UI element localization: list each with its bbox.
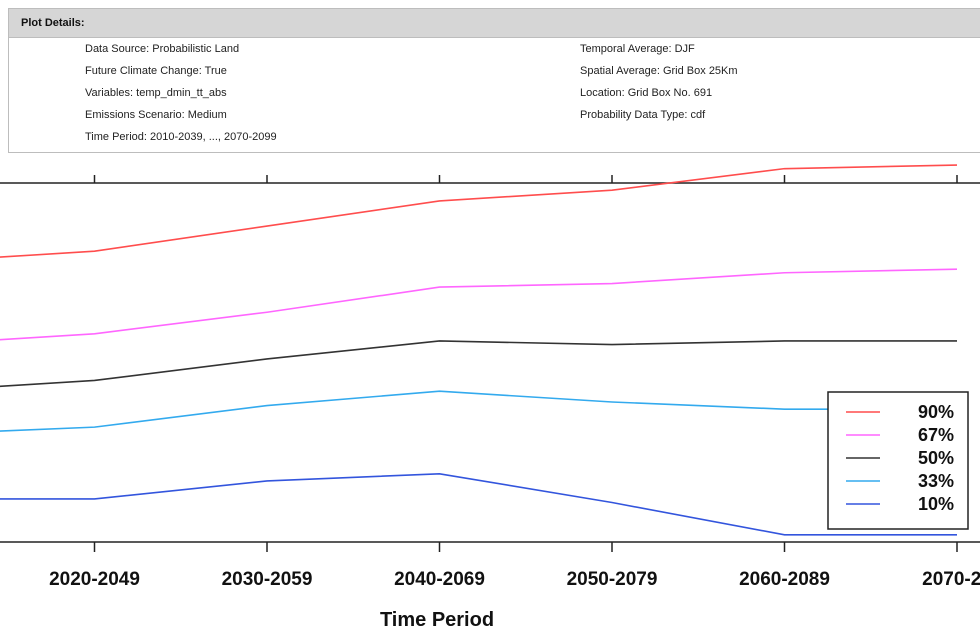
series-line-67pct — [0, 268, 958, 341]
legend-label: 50% — [918, 448, 954, 468]
plot-details-panel: Plot Details: Data Source: Probabilistic… — [8, 8, 980, 153]
legend: 90% 67% 50% 33% 10% — [827, 391, 969, 530]
detail-data-source: Data Source: Probabilistic Land — [85, 43, 240, 55]
series-line-33pct — [0, 390, 957, 432]
detail-time-period: Time Period: 2010-2039, ..., 2070-2099 — [85, 131, 277, 143]
detail-temporal-average: Temporal Average: DJF — [580, 43, 695, 55]
detail-emissions-scenario: Emissions Scenario: Medium — [85, 109, 227, 121]
x-tick-label: 2050-2079 — [567, 569, 658, 590]
plot-details-right-column: Temporal Average: DJF Spatial Average: G… — [580, 43, 738, 131]
legend-box — [827, 391, 969, 530]
x-tick-label: 2060-2089 — [739, 569, 830, 590]
x-tick-label: 2040-2069 — [394, 569, 485, 590]
series-line-10pct — [0, 472, 957, 536]
series-line-50pct — [0, 340, 957, 388]
detail-probability-data-type: Probability Data Type: cdf — [580, 109, 706, 121]
detail-variables: Variables: temp_dmin_tt_abs — [85, 87, 227, 99]
detail-future-climate-change: Future Climate Change: True — [85, 65, 227, 77]
detail-spatial-average: Spatial Average: Grid Box 25Km — [580, 65, 738, 77]
line-chart: 2020-2049 2030-2059 2040-2069 2050-2079 2060… — [0, 164, 980, 630]
plot-details-header: Plot Details: — [9, 9, 980, 38]
detail-location: Location: Grid Box No. 691 — [580, 87, 713, 99]
axis-group: 2020-2049 2030-2059 2040-2069 2050-2079 2060… — [0, 175, 980, 590]
x-tick-label: 2070-20 — [922, 569, 980, 590]
legend-label: 10% — [918, 494, 954, 514]
x-tick-label: 2030-2059 — [222, 569, 313, 590]
legend-label: 33% — [918, 471, 954, 491]
legend-label: 67% — [918, 425, 954, 445]
legend-label: 90% — [918, 402, 954, 422]
x-tick-label: 2020-2049 — [49, 569, 140, 590]
x-axis-title: Time Period — [380, 609, 494, 630]
series-line-90pct — [0, 164, 958, 258]
plot-details-left-column: Data Source: Probabilistic Land Future C… — [85, 43, 277, 153]
series-group — [0, 164, 958, 536]
